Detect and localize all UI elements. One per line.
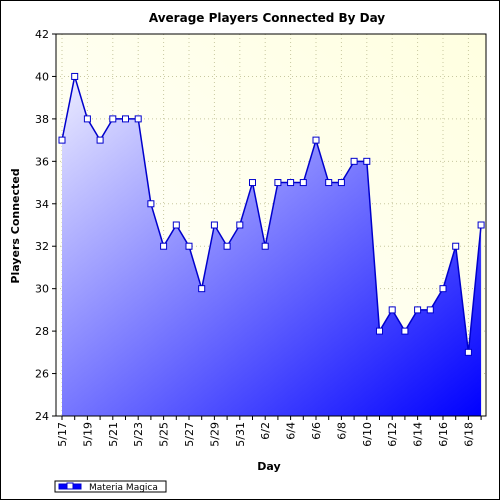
data-point-marker <box>249 179 256 187</box>
x-tick-label: 6/10 <box>361 422 374 447</box>
y-tick-label: 34 <box>35 198 49 211</box>
data-point-marker <box>261 242 269 250</box>
data-point-marker <box>236 221 244 229</box>
data-point-marker <box>299 179 307 187</box>
x-tick-label: 5/29 <box>208 422 221 447</box>
series-line <box>61 76 482 353</box>
x-tick-label: 6/8 <box>335 422 348 440</box>
data-point-marker <box>376 327 383 335</box>
x-axis-ticks: 5/17 5/19 5/21 5/23 5/25 5/27 5/29 5/31 6/2 6/4 6/… <box>56 416 482 447</box>
x-tick-label: 5/31 <box>234 422 247 447</box>
x-tick-label: 5/25 <box>158 422 171 447</box>
data-point-marker <box>185 242 193 250</box>
data-point-marker <box>172 221 180 229</box>
data-point-marker <box>426 306 434 314</box>
data-point-marker <box>414 306 422 314</box>
y-tick-label: 30 <box>35 283 49 296</box>
data-point-marker <box>287 179 295 187</box>
data-point-marker <box>122 115 129 123</box>
data-point-marker <box>452 242 460 250</box>
y-tick-label: 40 <box>35 70 49 83</box>
x-tick-label: 5/17 <box>56 422 69 447</box>
y-tick-label: 24 <box>35 410 49 423</box>
data-point-marker <box>337 179 345 187</box>
data-point-marker <box>198 285 206 293</box>
x-tick-label: 5/23 <box>132 422 145 447</box>
y-axis-ticks: 24 26 28 30 32 34 36 38 40 42 <box>35 28 56 423</box>
x-tick-label: 6/2 <box>259 422 272 440</box>
data-point-marker <box>147 200 155 208</box>
x-tick-label: 6/12 <box>386 422 399 447</box>
legend-box <box>54 480 167 493</box>
y-axis-title: Players Connected <box>9 168 22 283</box>
x-tick-label: 5/21 <box>107 422 120 447</box>
data-point-marker <box>83 115 91 123</box>
data-point-marker <box>58 136 66 144</box>
data-point-marker <box>274 179 282 187</box>
data-point-marker <box>325 179 333 187</box>
x-tick-label: 5/27 <box>183 422 196 447</box>
data-point-marker <box>223 242 231 250</box>
data-point-marker <box>134 115 142 123</box>
data-markers <box>58 72 485 356</box>
x-tick-label: 6/14 <box>412 422 425 447</box>
x-tick-label: 6/18 <box>462 422 475 447</box>
x-tick-label: 6/6 <box>310 422 323 440</box>
data-point-marker <box>464 348 472 356</box>
y-tick-label: 28 <box>35 325 49 338</box>
y-tick-label: 32 <box>35 240 49 253</box>
y-tick-label: 38 <box>35 113 49 126</box>
data-point-marker <box>96 136 104 144</box>
data-point-marker <box>388 306 396 314</box>
data-point-marker <box>363 157 371 165</box>
data-point-marker <box>312 136 320 144</box>
x-tick-label: 5/19 <box>81 422 94 447</box>
chart-title: Average Players Connected By Day <box>149 11 385 25</box>
legend-label: Materia Magica <box>89 483 158 493</box>
data-point-marker <box>109 115 117 123</box>
data-point-marker <box>350 157 358 165</box>
data-point-marker <box>71 72 79 80</box>
data-point-marker <box>439 285 447 293</box>
data-point-marker <box>477 221 485 229</box>
data-point-marker <box>401 327 409 335</box>
data-point-marker <box>160 242 168 250</box>
data-point-marker <box>210 221 218 229</box>
x-tick-label: 6/16 <box>437 422 450 447</box>
plot-frame <box>55 33 487 417</box>
y-tick-label: 36 <box>35 155 49 168</box>
y-tick-label: 42 <box>35 28 49 41</box>
legend-marker-icon <box>66 482 74 490</box>
x-tick-label: 6/4 <box>285 422 298 440</box>
x-axis-title: Day <box>257 460 280 473</box>
legend: Materia Magica <box>54 480 167 493</box>
y-tick-label: 26 <box>35 368 49 381</box>
